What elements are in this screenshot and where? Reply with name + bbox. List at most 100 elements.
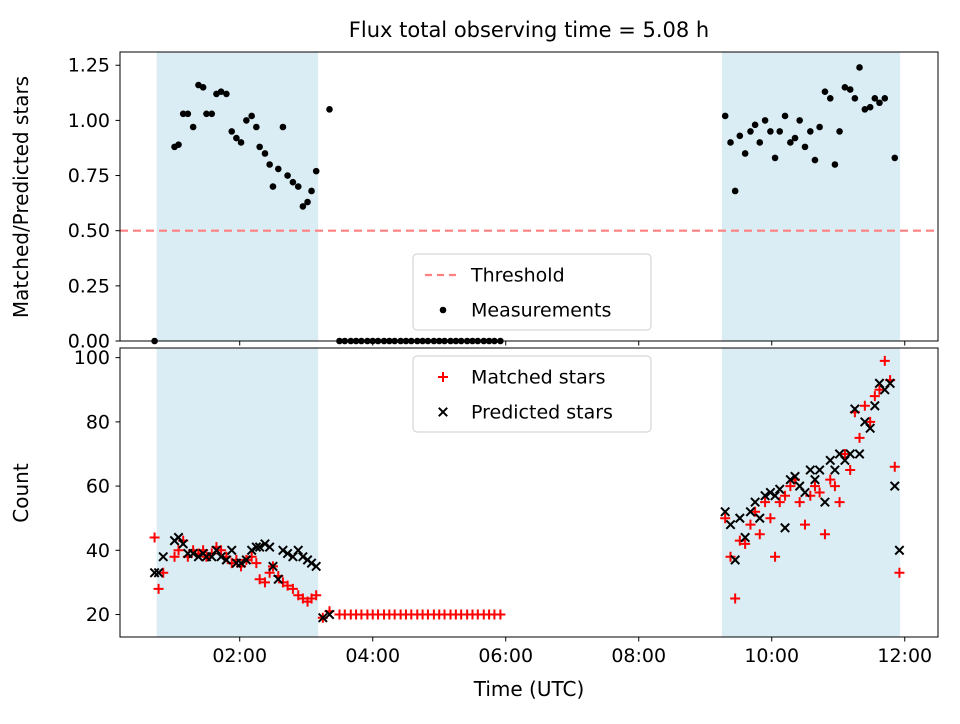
predicted-point — [306, 558, 317, 569]
measurement-point — [876, 99, 883, 107]
shaded-region — [156, 52, 319, 341]
y-tick-label: 100 — [74, 347, 110, 369]
matched-point — [740, 538, 751, 549]
matched-point — [799, 519, 810, 530]
matched-point — [169, 551, 180, 562]
matched-point — [854, 432, 865, 443]
measurement-point — [811, 156, 819, 164]
measurement-point — [189, 123, 197, 131]
y-tick-label: 0.00 — [68, 331, 110, 353]
predicted-point — [297, 551, 308, 562]
predicted-point — [260, 538, 270, 549]
y-tick-label: 0.25 — [68, 275, 110, 297]
measurement-point — [248, 112, 255, 120]
predicted-point — [273, 574, 284, 585]
matched-point — [879, 355, 890, 366]
measurement-point — [741, 150, 749, 157]
predicted-point — [221, 555, 232, 565]
matched-point — [794, 497, 805, 508]
matched-point — [765, 513, 776, 524]
x-tick-label: 04:00 — [345, 645, 400, 667]
predicted-point — [849, 404, 860, 414]
measurement-point — [184, 110, 192, 118]
predicted-point — [810, 474, 820, 485]
measurement-point — [299, 203, 307, 210]
predicted-point — [720, 506, 731, 517]
predicted-point — [830, 465, 840, 475]
predicted-point — [800, 487, 810, 498]
measurement-point — [736, 132, 744, 140]
measurement-point — [776, 128, 784, 135]
y-tick-label: 20 — [86, 604, 110, 626]
measurement-point — [781, 112, 789, 120]
matched-point — [745, 519, 756, 530]
predicted-point — [805, 465, 816, 475]
bottom-y-axis-label: Count — [9, 463, 33, 523]
measurements-series — [151, 64, 899, 345]
measurement-point — [761, 117, 769, 124]
measurement-point — [274, 165, 282, 173]
matched-point — [814, 487, 825, 498]
bottom-subplot: 20 40 60 80 100 02:00 04:00 06:00 08:00 10:00 12:0… — [74, 347, 939, 667]
measurement-point — [256, 143, 263, 151]
matched-point — [785, 481, 796, 492]
predicted-point — [854, 449, 865, 459]
y-tick-label: 80 — [86, 411, 110, 433]
matched-point — [173, 545, 184, 556]
measurement-point — [727, 139, 734, 146]
predicted-point — [770, 490, 780, 501]
predicted-point — [885, 378, 896, 389]
measurement-point — [856, 64, 863, 71]
predicted-point — [246, 545, 257, 556]
measurement-point — [208, 110, 216, 118]
matched-point — [311, 590, 322, 601]
predicted-point — [785, 474, 796, 485]
top-legend: Threshold Measurements — [412, 253, 652, 331]
x-tick-label: 10:00 — [744, 645, 799, 667]
measurement-point — [791, 134, 799, 142]
predicted-point — [889, 481, 900, 491]
measurement-point — [217, 88, 225, 96]
matched-point — [865, 416, 876, 427]
matched-point — [770, 551, 781, 562]
predicted-point — [311, 561, 322, 572]
predicted-point — [211, 545, 222, 556]
matched-point — [780, 490, 791, 501]
predicted-point — [178, 538, 189, 549]
measurement-point — [223, 90, 230, 98]
measurement-point — [308, 187, 315, 195]
predicted-point — [725, 519, 736, 530]
predicted-point — [293, 545, 304, 556]
measurement-point — [756, 139, 764, 146]
measurement-point — [767, 128, 774, 135]
matched-point — [720, 513, 731, 524]
legend-dot-sample — [439, 306, 447, 314]
y-tick-label: 1.00 — [68, 110, 110, 132]
matched-point — [730, 593, 741, 604]
measurement-point — [228, 128, 236, 135]
measurement-point — [846, 86, 854, 93]
legend-plus-sample — [438, 372, 448, 382]
predicted-point — [268, 561, 278, 572]
matched-point — [760, 497, 771, 508]
plot-layer: 0.00 0.25 0.50 0.75 1.00 1.25 20 40 60 80 100 02:00… — [68, 51, 939, 667]
measurement-point — [871, 95, 879, 102]
y-tick-label: 0.75 — [68, 165, 110, 187]
measurement-point — [787, 139, 794, 146]
predicted-point — [188, 548, 199, 559]
predicted-point — [734, 513, 745, 524]
measurement-point — [891, 154, 899, 162]
top-y-axis-label: Matched/Predicted stars — [9, 76, 33, 318]
shaded-region — [721, 52, 901, 341]
predicted-point — [153, 567, 164, 578]
measurement-point — [237, 139, 245, 146]
measurement-point — [821, 88, 829, 96]
measurement-point — [881, 95, 889, 102]
measurement-point — [831, 161, 839, 168]
matched-point — [819, 529, 830, 540]
legend-x-sample — [438, 407, 448, 417]
measurement-point — [731, 187, 739, 195]
legend-label: Matched stars — [471, 367, 605, 389]
predicted-point — [865, 423, 876, 434]
